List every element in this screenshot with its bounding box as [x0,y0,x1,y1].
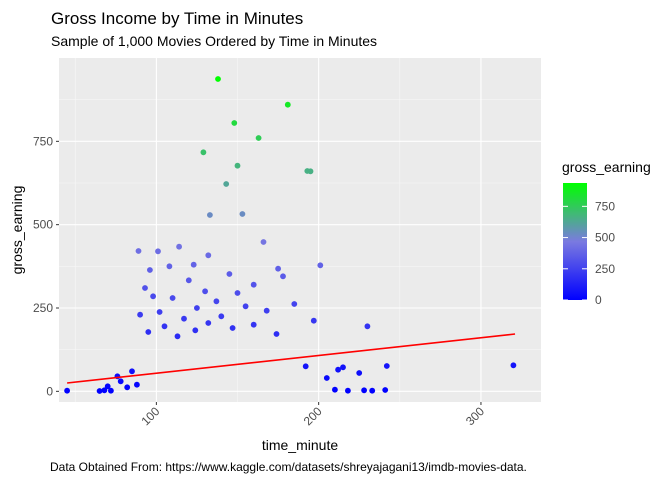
data-point [200,149,207,156]
legend-ticks: 0 250 500 750 [563,199,615,307]
y-axis-label: gross_earning [9,186,25,275]
data-point [510,362,517,369]
data-point [156,309,163,315]
data-point [64,387,70,394]
data-point [280,273,286,280]
data-point [356,370,363,376]
data-point [323,375,330,381]
legend-title: gross_earning [562,159,651,175]
y-tick-label: 750 [33,134,53,148]
data-point [361,387,367,394]
x-axis: 100 200 300 [138,402,487,428]
data-point [369,387,376,394]
data-point [192,327,199,334]
legend-tick-label: 0 [595,293,602,307]
data-point [205,320,212,326]
data-point [181,315,187,322]
chart-caption: Data Obtained From: https://www.kaggle.c… [50,460,527,474]
data-point [101,387,108,394]
data-point [239,211,246,217]
data-point [250,321,257,328]
points-layer [64,76,517,394]
data-point [229,325,236,331]
data-point [155,248,161,255]
legend-tick-label: 750 [595,199,615,213]
data-point [332,386,338,393]
legend: gross_earning 0 250 500 750 [562,159,651,307]
data-point [108,387,114,394]
x-axis-label: time_minute [262,437,338,453]
data-point [161,323,168,330]
data-point [255,135,262,141]
trend-line [67,333,516,384]
data-point [202,288,209,295]
data-point [273,331,280,337]
data-point [147,267,153,273]
data-point [213,298,220,305]
data-point [275,265,281,272]
data-point [340,364,346,371]
data-point [231,120,238,126]
data-point [174,333,181,340]
data-point [223,181,230,187]
y-axis: 0 250 500 750 [33,134,59,398]
data-point [194,305,200,311]
data-point [134,381,140,388]
data-point [307,168,314,175]
data-point [364,323,371,330]
data-point [291,301,298,307]
x-tick-label: 200 [301,404,325,428]
chart-subtitle: Sample of 1,000 Movies Ordered by Time i… [51,33,377,49]
data-point [145,329,152,335]
legend-tick-label: 250 [595,262,615,276]
data-point [260,239,267,245]
data-point [335,366,341,373]
data-point [169,295,176,301]
data-point [284,101,291,108]
chart-title: Gross Income by Time in Minutes [51,9,303,28]
data-point [263,307,270,314]
data-point [142,285,148,291]
legend-colorbar [563,183,587,300]
y-tick-label: 500 [33,218,53,232]
data-point [176,243,183,250]
data-point [117,378,124,385]
x-tick-label: 300 [463,404,487,428]
data-point [234,162,241,169]
data-point [215,76,221,82]
legend-tick-label: 500 [595,231,615,245]
data-point [205,252,212,259]
data-point [166,263,173,270]
plot-panel [59,58,541,402]
data-point [310,317,317,324]
y-tick-label: 0 [46,384,53,398]
data-point [135,248,142,254]
data-point [234,290,241,296]
data-point [302,363,309,370]
data-point [190,261,197,268]
data-point [383,363,390,369]
grid-minor [59,58,541,402]
data-point [226,271,233,277]
y-tick-label: 250 [33,301,53,315]
data-point [382,387,389,393]
data-point [150,293,157,300]
trend-layer [67,333,516,384]
data-point [207,212,213,218]
data-point [129,368,135,375]
data-point [250,281,257,288]
data-point [96,388,103,394]
data-point [104,383,111,390]
data-point [218,313,225,320]
data-point [345,387,351,394]
data-point [242,303,249,310]
data-point [317,262,324,269]
grid-major [59,58,541,402]
data-point [137,311,144,318]
x-tick-label: 100 [138,404,162,428]
data-point [185,277,192,284]
data-point [124,384,131,391]
